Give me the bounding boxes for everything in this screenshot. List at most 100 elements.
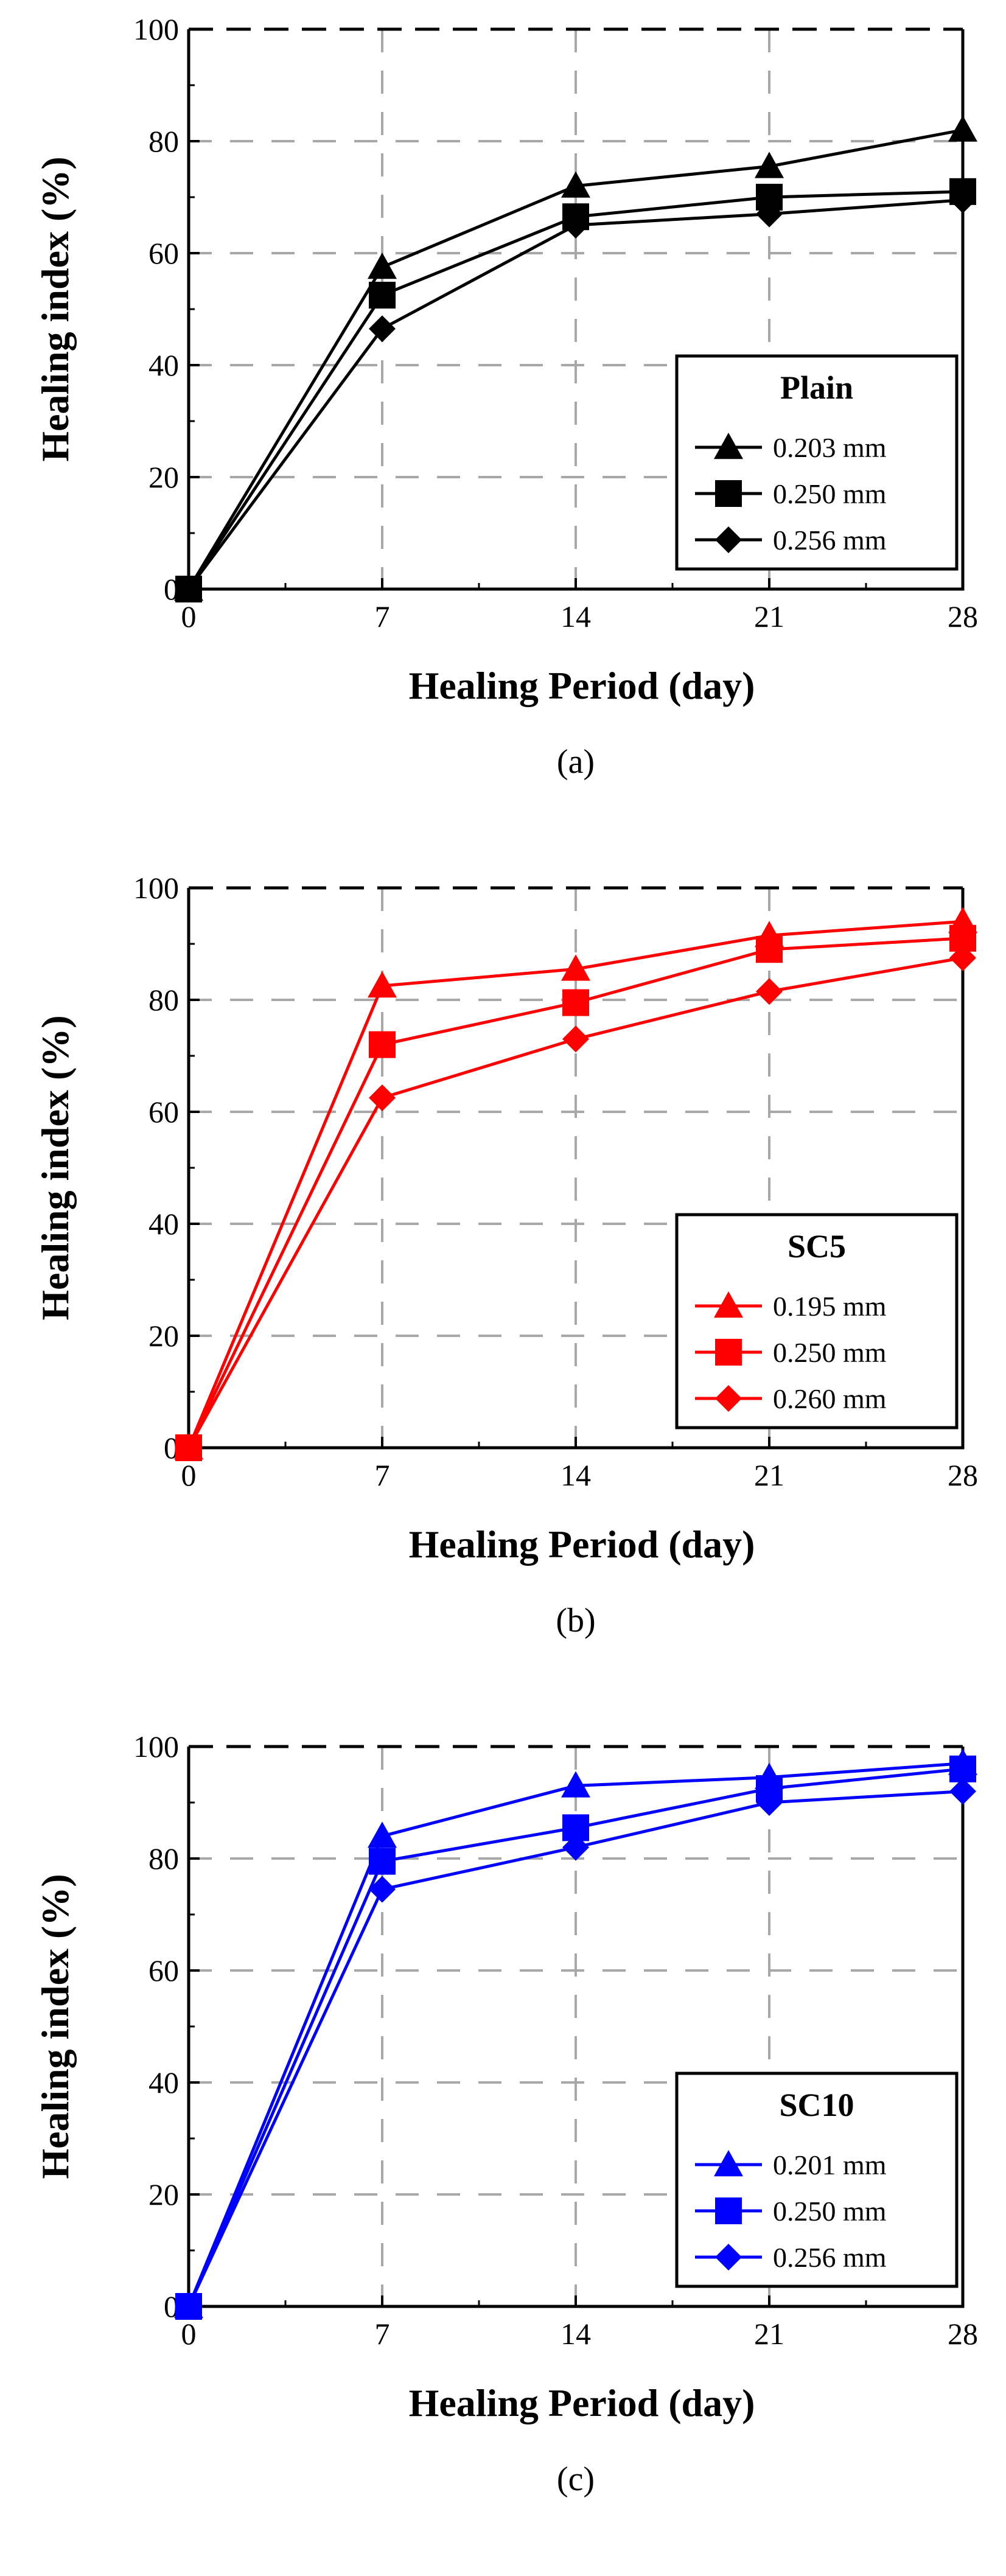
series-2 (175, 944, 976, 1461)
x-tick-label: 14 (561, 1458, 591, 1492)
series-2 (175, 1778, 976, 2320)
data-point-square (949, 1755, 976, 1782)
y-tick-label: 100 (133, 1730, 179, 1764)
legend-label: 0.256 mm (773, 525, 887, 556)
legend-marker-square (715, 1339, 742, 1366)
legend-label: 0.260 mm (773, 1383, 887, 1414)
legend-label: 0.201 mm (773, 2149, 887, 2180)
data-point-triangle (368, 1821, 397, 1848)
legend-marker-triangle (714, 2150, 743, 2177)
data-point-diamond (949, 944, 976, 971)
data-point-square (369, 1848, 396, 1875)
x-tick-label: 21 (754, 1458, 784, 1492)
x-tick-label: 21 (754, 599, 784, 634)
data-point-diamond (949, 1778, 976, 1805)
data-point-diamond (756, 1789, 783, 1816)
data-point-triangle (561, 954, 590, 981)
data-point-diamond (369, 1876, 396, 1903)
data-point-triangle (948, 115, 977, 142)
x-tick-label: 0 (181, 1458, 197, 1492)
x-tick-label: 7 (375, 599, 390, 634)
y-tick-label: 60 (148, 236, 179, 270)
legend-marker-square (715, 2197, 742, 2224)
chart-panel-a: 0 7 14 21 28 0 20 40 60 80 100 Healing Period (day)… (0, 0, 1006, 859)
data-point-diamond (175, 2293, 202, 2320)
data-point-diamond (369, 315, 396, 343)
y-tick-label: 80 (148, 124, 179, 158)
x-tick-label: 0 (181, 2317, 197, 2351)
legend-label: 0.250 mm (773, 478, 887, 509)
legend-title: SC5 (788, 1228, 846, 1265)
data-point-diamond (756, 200, 783, 228)
panel-caption: (a) (557, 743, 595, 781)
legend-marker-square (715, 480, 742, 507)
x-tick-label: 28 (948, 599, 978, 634)
y-tick-label: 80 (148, 1841, 179, 1876)
x-tick-label: 7 (375, 1458, 390, 1492)
x-tick-label: 14 (561, 599, 591, 634)
data-point-square (562, 989, 589, 1016)
y-tick-label: 100 (133, 12, 179, 46)
x-tick-label: 28 (948, 2317, 978, 2351)
y-tick-label: 20 (148, 2177, 179, 2211)
x-axis-title: Healing Period (day) (409, 1523, 755, 1566)
legend-label: 0.250 mm (773, 1337, 887, 1368)
y-tick-label: 20 (148, 460, 179, 494)
legend-marker-triangle (714, 1291, 743, 1318)
series-2 (175, 186, 976, 602)
data-point-diamond (562, 1025, 589, 1053)
data-point-triangle (368, 253, 397, 279)
y-tick-label: 40 (148, 1207, 179, 1241)
legend-label: 0.256 mm (773, 2242, 887, 2273)
legend: SC10 0.201 mm 0.250 mm 0.256 mm (675, 2072, 959, 2288)
y-tick-label: 60 (148, 1095, 179, 1129)
x-axis-title: Healing Period (day) (409, 664, 755, 707)
x-tick-label: 0 (181, 599, 197, 634)
data-point-triangle (755, 152, 784, 178)
y-tick-label: 20 (148, 1319, 179, 1353)
x-tick-label: 14 (561, 2317, 591, 2351)
data-point-diamond (175, 576, 202, 602)
data-point-diamond (562, 1834, 589, 1861)
y-tick-label: 40 (148, 348, 179, 382)
x-tick-label: 21 (754, 2317, 784, 2351)
panel-caption: (c) (557, 2460, 595, 2498)
series-0 (174, 115, 977, 601)
data-point-triangle (561, 171, 590, 198)
data-point-diamond (949, 186, 976, 214)
legend: Plain 0.203 mm 0.250 mm 0.256 mm (675, 354, 959, 571)
legend-marker-diamond (715, 1385, 742, 1412)
legend-label: 0.203 mm (773, 432, 887, 463)
legend-marker-diamond (715, 2244, 742, 2271)
data-point-diamond (175, 1434, 202, 1461)
y-tick-label: 100 (133, 871, 179, 905)
chart-panel-c: 0 7 14 21 28 0 20 40 60 80 100 Healing Period (day)… (0, 1717, 1006, 2576)
data-point-triangle (561, 1771, 590, 1798)
y-tick-label: 60 (148, 1953, 179, 1988)
y-axis-title: Healing index (%) (33, 156, 77, 461)
legend-label: 0.250 mm (773, 2196, 887, 2227)
legend-marker-triangle (714, 433, 743, 459)
x-tick-label: 28 (948, 1458, 978, 1492)
legend-label: 0.195 mm (773, 1291, 887, 1322)
legend-title: Plain (780, 369, 853, 406)
legend-marker-diamond (715, 526, 742, 553)
data-point-square (756, 936, 783, 963)
x-tick-label: 7 (375, 2317, 390, 2351)
data-point-triangle (368, 971, 397, 998)
y-tick-label: 40 (148, 2065, 179, 2100)
y-axis-title: Healing index (%) (33, 1874, 77, 2179)
data-point-square (369, 282, 396, 309)
data-point-diamond (756, 978, 783, 1005)
data-point-diamond (562, 212, 589, 239)
chart-panel-b: 0 7 14 21 28 0 20 40 60 80 100 Healing Period (day)… (0, 859, 1006, 1717)
x-axis-title: Healing Period (day) (409, 2381, 755, 2424)
data-point-square (369, 1031, 396, 1058)
y-axis-title: Healing index (%) (33, 1015, 77, 1320)
legend-title: SC10 (779, 2087, 854, 2123)
panel-caption: (b) (556, 1602, 595, 1639)
legend: SC5 0.195 mm 0.250 mm 0.260 mm (675, 1213, 959, 1429)
